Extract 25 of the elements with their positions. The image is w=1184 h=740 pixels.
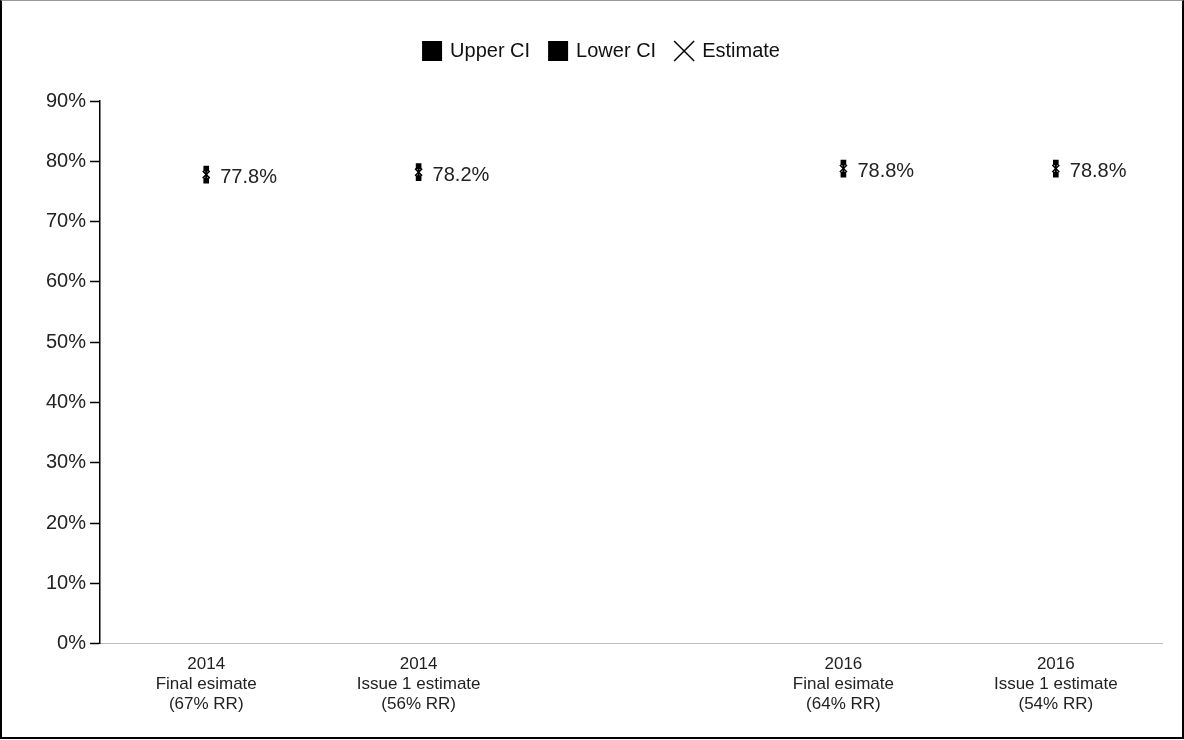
y-tick-label: 50% [46,329,87,352]
y-tick-label: 0% [57,631,87,654]
y-tick-label: 30% [46,450,87,473]
x-tick-label: 2016 Final esimate (64% RR) [792,653,894,714]
data-label: 77.8% [220,165,278,188]
x-tick-label: 2014 Issue 1 estimate (56% RR) [356,653,481,714]
y-tick-label: 80% [46,148,87,171]
point [839,164,848,173]
y-tick-label: 20% [46,510,87,533]
legend-label: Lower CI [576,38,657,61]
y-tick-label: 40% [46,390,87,413]
y-tick-label: 90% [46,88,87,111]
y-tick-label: 10% [46,571,87,593]
y-tick-label: 60% [46,269,87,292]
legend-label: Estimate [702,38,780,61]
legend-label: Upper CI [450,38,531,61]
data-label: 78.8% [857,159,915,182]
data-label: 78.8% [1069,159,1127,182]
x-tick-label: 2014 Final esimate (67% RR) [155,653,257,714]
y-tick-label: 70% [46,209,87,232]
data-label: 78.2% [432,162,490,185]
point [201,170,211,179]
x-tick-label: 2016 Issue 1 estimate (54% RR) [993,653,1118,714]
point [414,167,423,177]
point [1051,164,1061,173]
